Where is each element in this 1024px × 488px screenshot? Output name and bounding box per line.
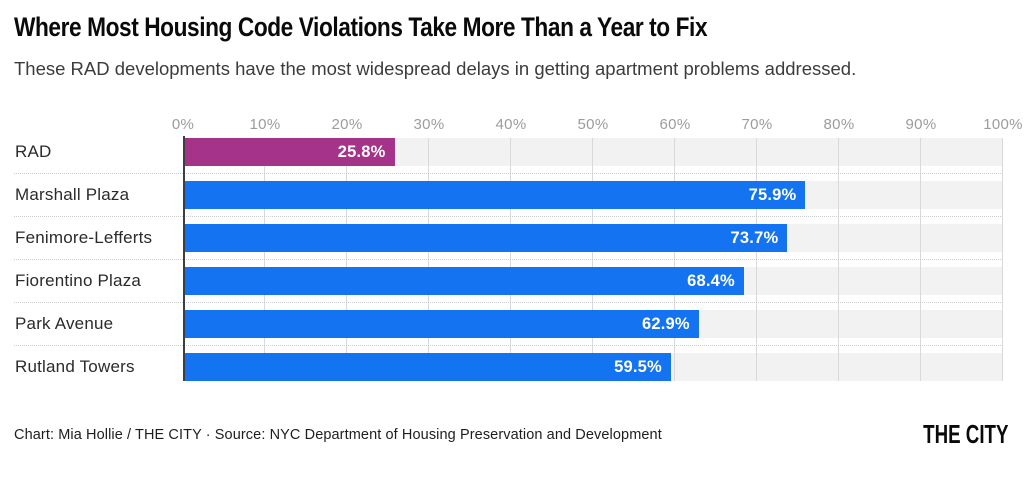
row-separator — [14, 166, 1003, 181]
x-tick-label: 80% — [823, 116, 855, 133]
bar-track: 59.5% — [183, 353, 1003, 381]
bar-row-rutland-towers: Rutland Towers 59.5% — [14, 353, 1003, 381]
x-tick-label: 20% — [331, 116, 363, 133]
bar: 62.9% — [183, 310, 699, 338]
row-separator — [14, 209, 1003, 224]
bar-value-label: 68.4% — [687, 271, 735, 290]
bar: 75.9% — [183, 181, 806, 209]
bar-row-fenimore-lefferts: Fenimore-Lefferts 73.7% — [14, 224, 1003, 252]
x-tick-label: 30% — [413, 116, 445, 133]
plot-area: RAD 25.8% Marshall Plaza 75.9% Fenim — [14, 136, 1003, 381]
bar-row-marshall-plaza: Marshall Plaza 75.9% — [14, 181, 1003, 209]
bar: 68.4% — [183, 267, 744, 295]
x-tick-label: 100% — [983, 116, 1023, 133]
row-label: Fenimore-Lefferts — [15, 228, 153, 247]
bar-value-label: 25.8% — [337, 142, 386, 161]
credit-line: Chart: Mia Hollie / THE CITY · Source: N… — [14, 426, 662, 443]
bar-track: 75.9% — [183, 181, 1003, 209]
bar-row-park-avenue: Park Avenue 62.9% — [14, 310, 1003, 338]
bar: 73.7% — [183, 224, 788, 252]
row-label: Park Avenue — [15, 314, 114, 333]
x-tick-label: 70% — [741, 116, 773, 133]
row-separator — [14, 338, 1003, 353]
x-tick-label: 10% — [249, 116, 281, 133]
bar-track: 62.9% — [183, 310, 1003, 338]
chart-header: Where Most Housing Code Violations Take … — [0, 0, 1024, 82]
bar-row-rad: RAD 25.8% — [14, 138, 1003, 166]
x-tick-label: 50% — [577, 116, 609, 133]
zero-axis-line — [183, 136, 185, 381]
row-label: RAD — [15, 142, 52, 161]
bar-track: 25.8% — [183, 138, 1003, 166]
x-tick-label: 40% — [495, 116, 527, 133]
bar-value-label: 75.9% — [748, 185, 797, 204]
row-separator — [14, 252, 1003, 267]
bar-track: 73.7% — [183, 224, 1003, 252]
x-tick-label: 90% — [905, 116, 937, 133]
bar-value-label: 59.5% — [614, 357, 662, 376]
bar-chart: 0% 10% 20% 30% 40% 50% 60% 70% 80% 90% 100% RAD 25… — [14, 112, 1023, 381]
bar-row-fiorentino-plaza: Fiorentino Plaza 68.4% — [14, 267, 1003, 295]
bar-rows: RAD 25.8% Marshall Plaza 75.9% Fenim — [14, 138, 1003, 381]
bar-track: 68.4% — [183, 267, 1003, 295]
row-separator — [14, 295, 1003, 310]
chart-title: Where Most Housing Code Violations Take … — [14, 12, 708, 42]
x-axis: 0% 10% 20% 30% 40% 50% 60% 70% 80% 90% 100% — [172, 112, 1023, 138]
x-tick-label: 60% — [659, 116, 691, 133]
chart-footer: Chart: Mia Hollie / THE CITY · Source: N… — [14, 419, 1008, 450]
row-label: Marshall Plaza — [15, 185, 130, 204]
chart-subtitle: These RAD developments have the most wid… — [14, 58, 857, 79]
row-label: Fiorentino Plaza — [15, 271, 142, 290]
bar-value-label: 73.7% — [730, 228, 779, 247]
x-tick-label: 0% — [171, 116, 195, 133]
bar: 25.8% — [183, 138, 395, 166]
bar: 59.5% — [183, 353, 671, 381]
the-city-logo: THE CITY — [922, 419, 1008, 449]
bar-value-label: 62.9% — [641, 314, 690, 333]
row-label: Rutland Towers — [15, 357, 135, 376]
